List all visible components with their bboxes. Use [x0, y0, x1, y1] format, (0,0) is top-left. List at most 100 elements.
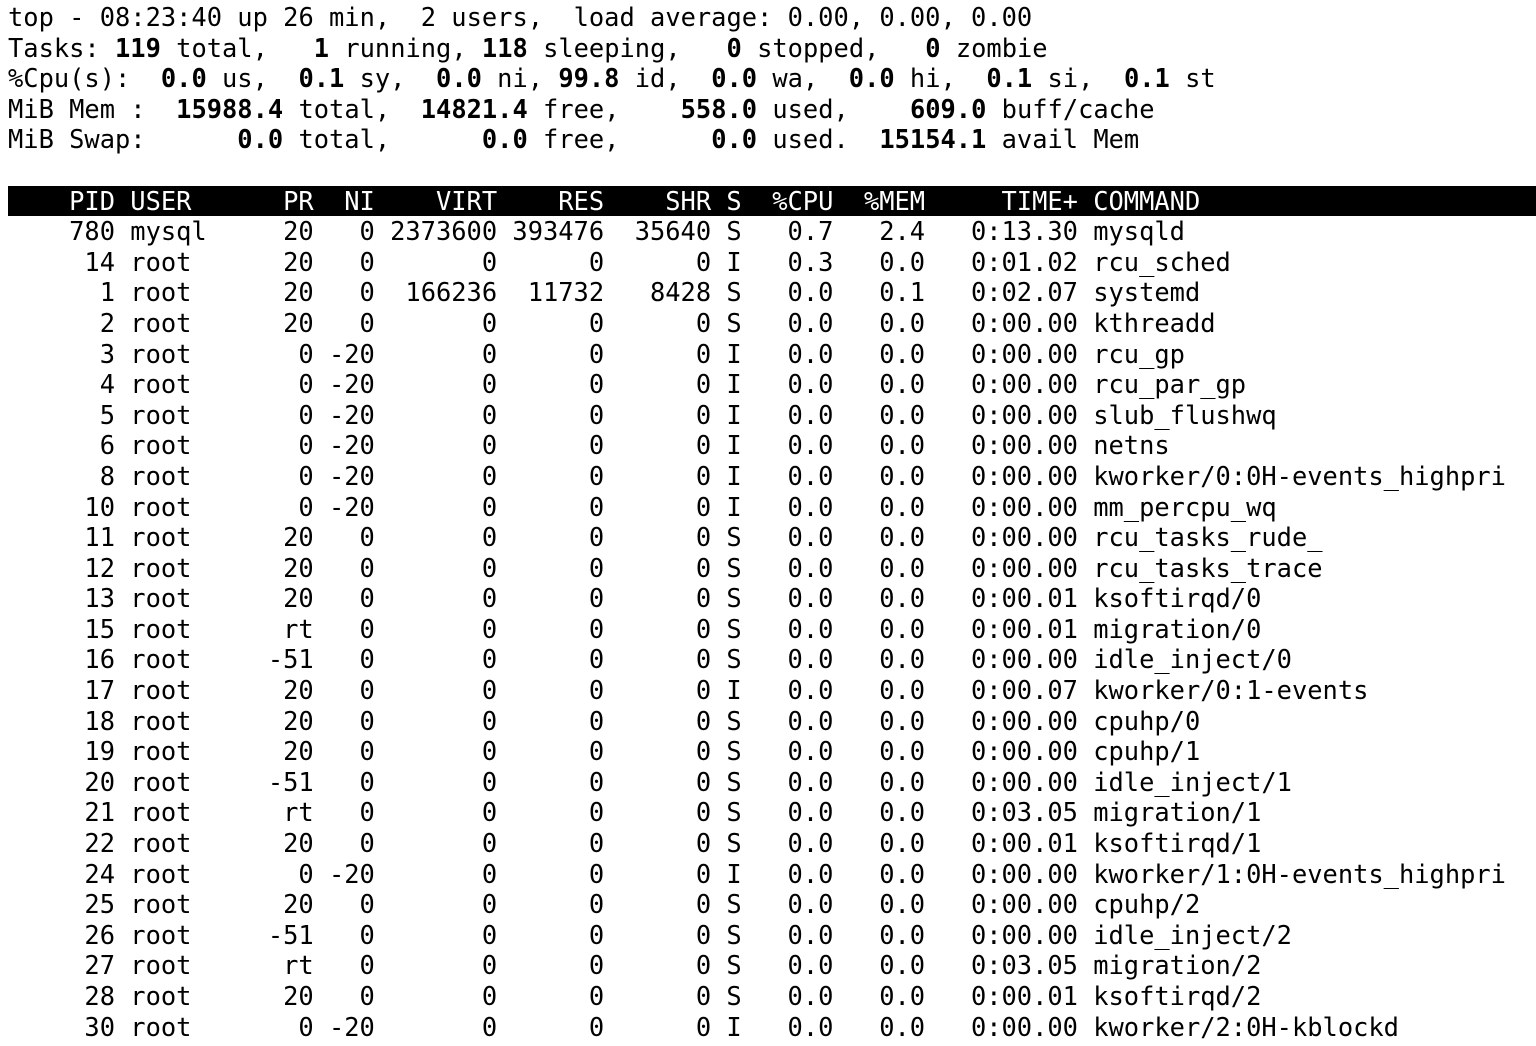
process-table-body: 780 mysql 20 0 2373600 393476 35640 S 0.7 2.4 0:13… [8, 216, 1536, 1042]
cell-cpu: 0.0 [787, 828, 834, 859]
cell-mem: 0.0 [879, 522, 926, 553]
column-header-time[interactable]: TIME+ [1001, 185, 1078, 216]
summary-value: 15988.4 [176, 93, 284, 124]
cell-time: 0:00.00 [970, 766, 1078, 797]
cell-mem: 0.0 [879, 552, 926, 583]
cell-nice: -20 [328, 430, 375, 461]
cell-user: root [130, 307, 192, 338]
process-row: 21 root rt 0 0 0 0 S 0.0 0.0 0:03.05 migration/1 [8, 797, 1536, 828]
cell-mem: 0.0 [879, 797, 926, 828]
cell-nice: 0 [359, 644, 375, 675]
cell-user: root [130, 491, 192, 522]
cell-command: rcu_gp [1093, 338, 1185, 369]
cell-command: idle_inject/2 [1093, 919, 1292, 950]
column-header-command[interactable]: COMMAND [1093, 185, 1201, 216]
cell-cpu: 0.0 [787, 613, 834, 644]
cell-shr: 0 [695, 1011, 712, 1042]
column-header-state[interactable]: S [726, 185, 742, 216]
column-header-shr[interactable]: SHR [665, 185, 712, 216]
summary-label: total, [160, 32, 314, 63]
process-row: 10 root 0 -20 0 0 0 I 0.0 0.0 0:00.00 mm_percpu_wq [8, 492, 1536, 523]
cell-res: 0 [588, 858, 605, 889]
summary-value: 0.0 [848, 63, 895, 94]
cell-shr: 0 [695, 369, 712, 400]
cell-state: I [726, 675, 742, 706]
column-header-virt[interactable]: VIRT [435, 185, 498, 216]
cell-nice: -20 [328, 858, 375, 889]
cell-shr: 35640 [634, 216, 712, 247]
cell-res: 0 [588, 613, 605, 644]
cell-shr: 0 [695, 858, 712, 889]
process-row: 780 mysql 20 0 2373600 393476 35640 S 0.7 2.4 0:13… [8, 216, 1536, 247]
cell-res: 0 [588, 766, 605, 797]
cell-priority: 0 [298, 1011, 314, 1042]
cell-mem: 0.0 [879, 919, 926, 950]
cell-virt: 0 [481, 430, 498, 461]
cell-time: 0:03.05 [970, 797, 1078, 828]
cell-nice: -20 [328, 369, 375, 400]
summary-label: avail Mem [986, 124, 1140, 155]
cell-cpu: 0.0 [787, 858, 834, 889]
cell-cpu: 0.0 [787, 1011, 834, 1042]
cell-state: I [726, 491, 742, 522]
cell-user: root [130, 430, 192, 461]
cell-virt: 2373600 [390, 216, 498, 247]
cell-priority: 20 [283, 277, 314, 308]
cell-virt: 0 [481, 522, 498, 553]
cell-time: 0:00.00 [970, 552, 1078, 583]
column-header-user[interactable]: USER [130, 185, 192, 216]
cell-virt: 166236 [405, 277, 498, 308]
cell-mem: 0.0 [879, 399, 926, 430]
cell-shr: 0 [695, 583, 712, 614]
cell-user: root [130, 460, 192, 491]
cell-res: 0 [588, 430, 605, 461]
column-header-res[interactable]: RES [558, 185, 605, 216]
cell-shr: 0 [695, 644, 712, 675]
cell-state: I [726, 246, 742, 277]
cell-cpu: 0.0 [787, 766, 834, 797]
cell-pid: 10 [84, 491, 115, 522]
column-header-cpu[interactable]: %CPU [772, 185, 834, 216]
cell-time: 0:01.02 [970, 246, 1078, 277]
cell-command: slub_flushwq [1093, 399, 1277, 430]
summary-label: MiB Mem : [8, 93, 177, 124]
summary-label: Tasks: [8, 32, 116, 63]
cell-command: ksoftirqd/2 [1093, 981, 1262, 1011]
cell-mem: 0.0 [879, 705, 926, 736]
cell-mem: 0.0 [879, 858, 926, 889]
column-header-priority[interactable]: PR [283, 185, 314, 216]
cell-nice: 0 [359, 246, 375, 277]
cell-mem: 0.0 [879, 981, 926, 1011]
cell-state: I [726, 858, 742, 889]
cell-user: root [130, 399, 192, 430]
summary-label: buff/cache [986, 93, 1155, 124]
cell-virt: 0 [481, 705, 498, 736]
cell-cpu: 0.0 [787, 919, 834, 950]
summary-value: 118 [481, 32, 528, 63]
cell-state: I [726, 369, 742, 400]
cell-priority: 20 [283, 705, 314, 736]
cell-virt: 0 [481, 889, 498, 920]
cell-user: root [130, 889, 192, 920]
cell-res: 0 [588, 583, 605, 614]
cell-time: 0:00.00 [970, 1011, 1078, 1042]
cell-command: idle_inject/0 [1093, 644, 1292, 675]
summary-label: wa, [757, 63, 849, 94]
column-header-pid[interactable]: PID [69, 185, 115, 216]
cell-pid: 11 [84, 522, 115, 553]
cell-priority: 20 [283, 522, 314, 553]
cell-command: migration/2 [1093, 950, 1262, 981]
column-header-nice[interactable]: NI [344, 185, 375, 216]
column-header-mem[interactable]: %MEM [863, 185, 926, 216]
cell-nice: 0 [359, 981, 375, 1011]
cell-state: S [726, 277, 742, 308]
cell-res: 0 [588, 460, 605, 491]
summary-line: Tasks: 119 total, 1 running, 118 sleepin… [8, 33, 1536, 64]
cell-pid: 27 [84, 950, 115, 981]
cell-virt: 0 [481, 246, 498, 277]
cell-command: ksoftirqd/1 [1093, 828, 1262, 859]
cell-res: 0 [588, 950, 605, 981]
process-table-header: PID USER PR NI VIRT RES SHR S %CPU %MEM TIME+ COMMA… [8, 185, 1536, 217]
summary-label: sleeping, [527, 32, 727, 63]
cell-cpu: 0.0 [787, 736, 834, 767]
